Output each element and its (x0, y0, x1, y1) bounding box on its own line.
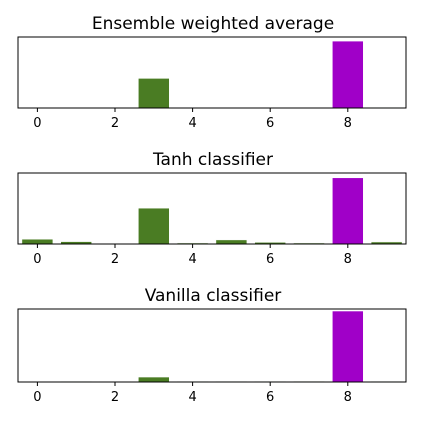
x-tick-label-ensemble-4: 4 (188, 116, 196, 131)
plot-frame-vanilla (17, 308, 407, 383)
panel-tanh: Tanh classifier 0 2 4 6 8 (17, 150, 407, 267)
bar-ensemble-8 (331, 40, 364, 109)
x-tick-label-vanilla-8: 8 (344, 390, 352, 405)
bar-tanh-8 (331, 177, 364, 245)
x-tick-label-ensemble-0: 0 (33, 116, 41, 131)
x-tick-label-ensemble-8: 8 (344, 116, 352, 131)
panel-vanilla: Vanilla classifier 0 2 4 6 8 (17, 286, 407, 405)
x-ticks-tanh: 0 2 4 6 8 (33, 244, 352, 267)
bar-vanilla-8 (331, 310, 364, 383)
panel-title-vanilla: Vanilla classifier (145, 286, 282, 306)
x-tick-label-tanh-6: 6 (266, 252, 274, 267)
x-tick-label-vanilla-6: 6 (266, 390, 274, 405)
panel-title-ensemble: Ensemble weighted average (92, 14, 334, 34)
bar-tanh-0 (21, 238, 54, 245)
bar-ensemble-3 (137, 78, 170, 109)
x-tick-label-ensemble-6: 6 (266, 116, 274, 131)
bars-ensemble (21, 40, 403, 109)
x-ticks-ensemble: 0 2 4 6 8 (33, 108, 352, 131)
x-tick-label-vanilla-2: 2 (111, 390, 119, 405)
plot-frame-tanh (17, 172, 407, 245)
bar-tanh-5 (215, 239, 248, 245)
x-tick-label-vanilla-0: 0 (33, 390, 41, 405)
x-ticks-vanilla: 0 2 4 6 8 (33, 382, 352, 405)
x-tick-label-tanh-8: 8 (344, 252, 352, 267)
panel-ensemble: Ensemble weighted average 0 2 4 6 8 (17, 14, 407, 131)
x-tick-label-tanh-0: 0 (33, 252, 41, 267)
bar-vanilla-3 (137, 376, 170, 383)
x-tick-label-vanilla-4: 4 (188, 390, 196, 405)
plot-frame-ensemble (17, 36, 407, 109)
panel-title-tanh: Tanh classifier (152, 150, 273, 170)
bar-tanh-3 (137, 207, 170, 245)
x-tick-label-tanh-4: 4 (188, 252, 196, 267)
x-tick-label-tanh-2: 2 (111, 252, 119, 267)
x-tick-label-ensemble-2: 2 (111, 116, 119, 131)
